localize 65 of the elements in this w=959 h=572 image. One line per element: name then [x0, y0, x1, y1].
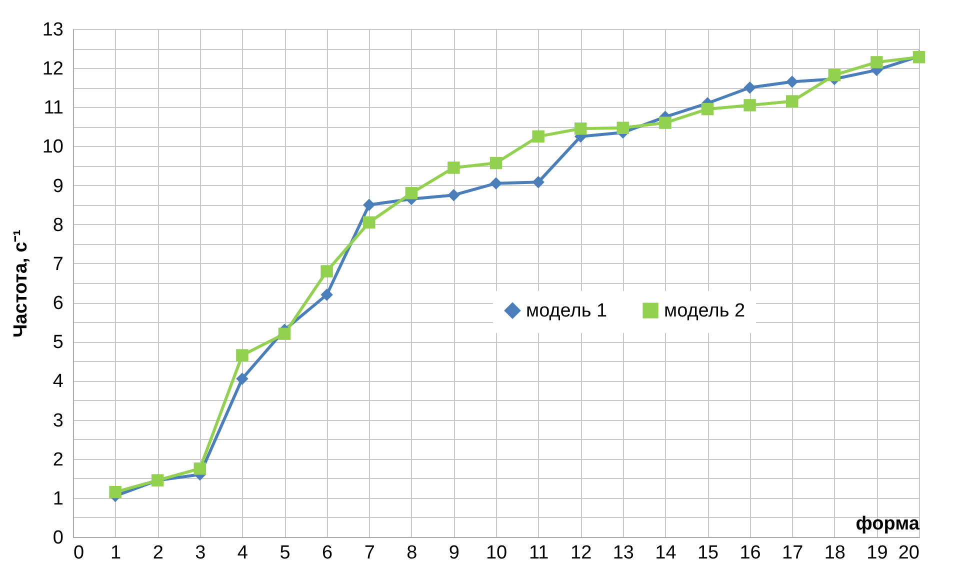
point: [320, 288, 333, 301]
point: [405, 187, 418, 200]
point: [362, 198, 376, 211]
x-tick-label: 1: [110, 542, 122, 564]
x-tick-label: 4: [237, 542, 248, 564]
point: [278, 328, 291, 340]
x-tick-label: 19: [866, 542, 888, 564]
y-tick-label: 9: [52, 176, 64, 197]
y-tick-label: 0: [52, 528, 64, 548]
point: [870, 56, 883, 68]
point: [194, 462, 206, 475]
x-tick-label: 2: [152, 542, 164, 564]
y-tick-label: 5: [52, 332, 64, 354]
x-tick-label: 12: [570, 542, 592, 564]
point: [236, 349, 248, 362]
point: [786, 76, 798, 88]
x-tick-label: 13: [612, 542, 634, 564]
x-tick-label: 20: [898, 542, 920, 564]
legend-label: модель 1: [526, 300, 608, 322]
point: [490, 177, 502, 190]
y-tick-label: 7: [52, 254, 64, 275]
x-tick-label: 16: [740, 542, 761, 564]
point: [490, 156, 502, 170]
y-tick-label: 4: [52, 371, 64, 392]
point: [362, 216, 376, 229]
x-tick-label: 3: [195, 542, 206, 564]
point: [448, 162, 460, 174]
y-tick-label: 3: [52, 410, 64, 432]
x-tick-label: 9: [448, 542, 460, 564]
x-tick-label: 15: [697, 542, 719, 564]
point: [320, 265, 333, 278]
y-tick-label: 12: [42, 58, 64, 80]
x-tick-label: 14: [655, 542, 677, 564]
y-axis-title: Частота, с⁻¹: [10, 230, 32, 338]
y-tick-label: 13: [42, 20, 64, 40]
point: [701, 102, 714, 116]
x-tick-label: 7: [364, 542, 375, 564]
point: [532, 176, 544, 188]
x-axis-title: форма: [856, 514, 920, 534]
x-tick-label: 18: [824, 542, 846, 564]
point: [744, 99, 756, 112]
x-tick-label: 10: [486, 542, 508, 564]
point: [448, 188, 460, 202]
legend-label: модель 2: [664, 300, 746, 322]
x-tick-label: 6: [322, 542, 333, 564]
x-tick-label: 0: [74, 542, 84, 564]
point: [828, 68, 841, 82]
y-tick-label: 1: [52, 488, 64, 510]
point: [659, 116, 672, 129]
point: [109, 486, 122, 498]
x-tick-label: 8: [406, 542, 418, 564]
y-tick-label: 6: [52, 293, 64, 314]
point: [574, 122, 587, 135]
y-tick-label: 10: [42, 136, 64, 158]
point: [616, 122, 630, 134]
point: [532, 130, 544, 143]
point: [786, 95, 798, 108]
x-tick-label: 11: [528, 542, 549, 564]
x-tick-label: 5: [280, 542, 290, 564]
y-tick-label: 8: [52, 214, 64, 236]
point: [236, 372, 248, 385]
point: [744, 81, 756, 94]
y-tick-label: 2: [52, 449, 64, 470]
x-tick-label: 17: [782, 542, 804, 564]
y-tick-label: 11: [44, 98, 64, 119]
